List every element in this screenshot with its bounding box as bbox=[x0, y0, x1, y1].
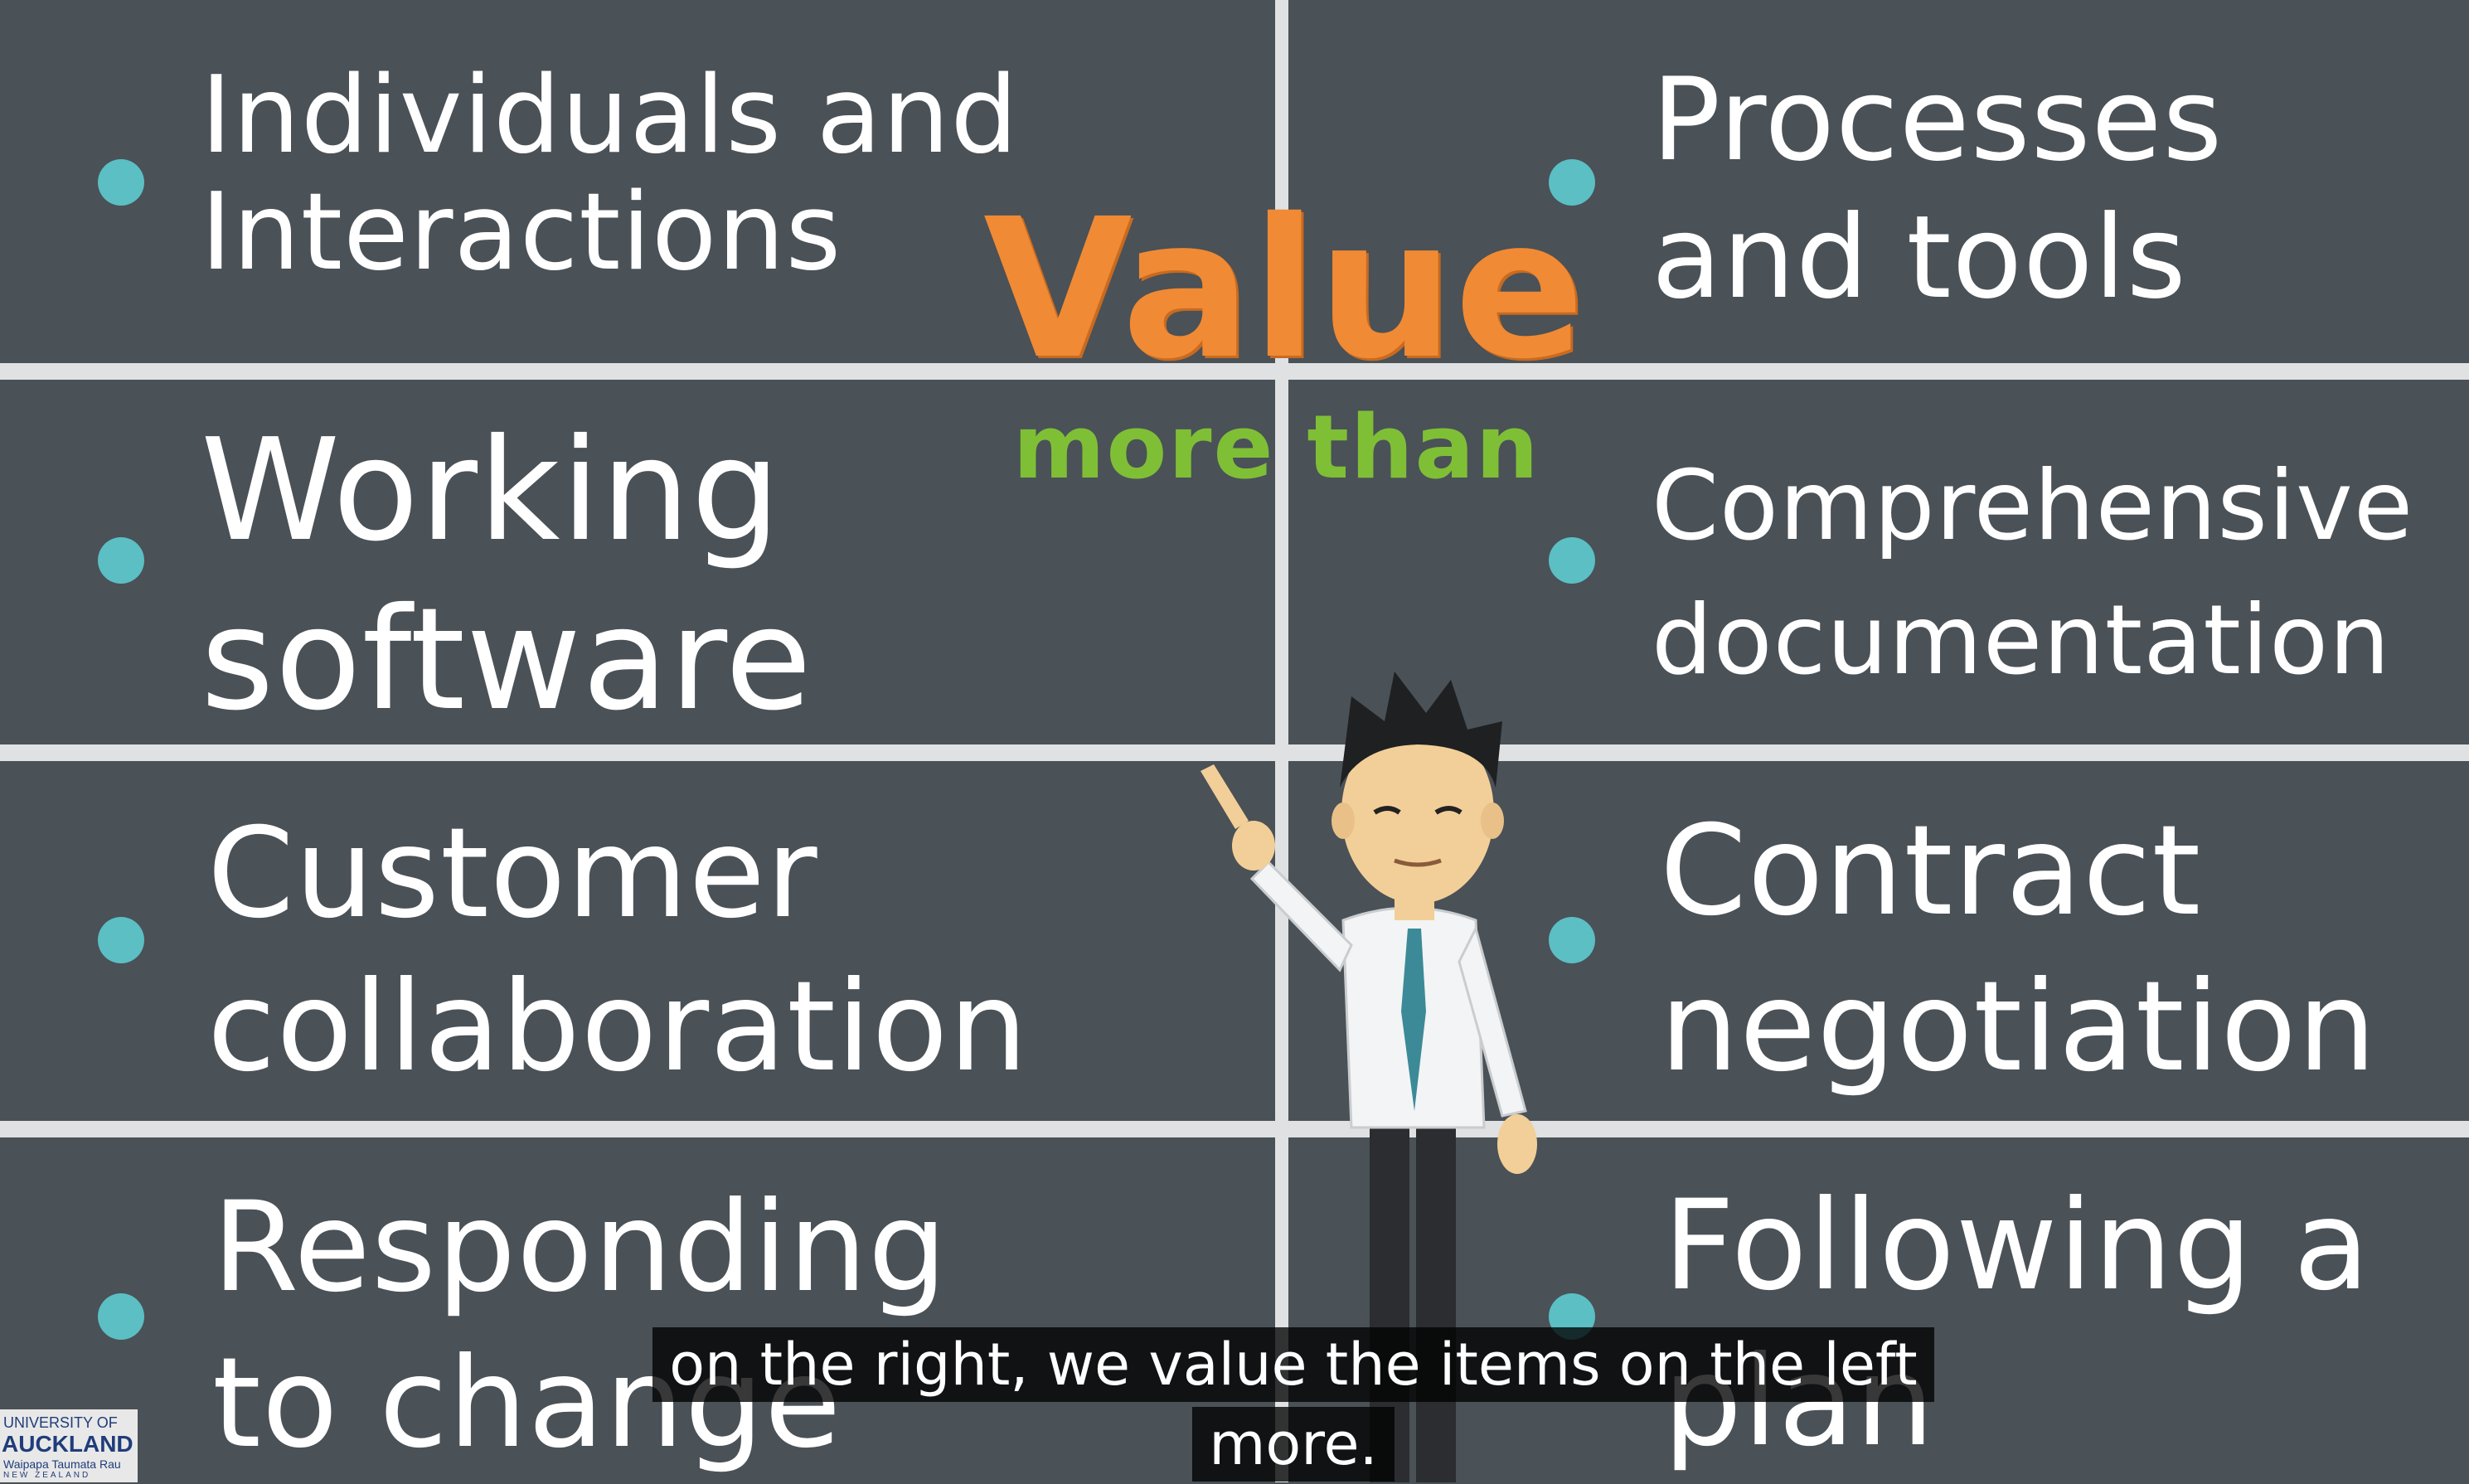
row-divider-2 bbox=[0, 744, 2469, 761]
bullet-dot-icon bbox=[98, 917, 144, 963]
left-item-customer-line2: collaboration bbox=[207, 954, 1029, 1099]
left-item-working-line2: software bbox=[201, 578, 813, 742]
bullet-dot-icon bbox=[98, 1293, 144, 1340]
left-item-individuals-line2: Interactions bbox=[201, 170, 842, 294]
subtitle-line2: more. bbox=[1192, 1407, 1395, 1482]
right-item-processes-line2: and tools bbox=[1652, 190, 2187, 324]
left-item-responding-line1: Responding bbox=[212, 1176, 948, 1320]
logo-line4: NEW ZEALAND bbox=[3, 1471, 91, 1480]
bullet-dot-icon bbox=[1549, 537, 1595, 584]
right-item-processes-and-tools: Processes and tools bbox=[1652, 51, 2398, 326]
right-item-processes-line1: Processes bbox=[1652, 53, 2224, 187]
subtitle-line1: on the right, we value the items on the … bbox=[652, 1327, 1934, 1402]
right-item-plan-line1: Following a bbox=[1663, 1174, 2371, 1318]
logo-line3: Waipapa Taumata Rau bbox=[3, 1457, 121, 1471]
logo-line1: UNIVERSITY OF bbox=[3, 1414, 118, 1431]
businessman-pointing-icon bbox=[1201, 672, 1537, 1482]
left-item-individuals: Individuals and Interactions bbox=[201, 54, 1030, 294]
value-heading: Value bbox=[983, 177, 1585, 401]
row-divider-3 bbox=[0, 1121, 2469, 1137]
bullet-dot-icon bbox=[98, 159, 144, 206]
university-logo: UNIVERSITY OF AUCKLAND Waipapa Taumata R… bbox=[0, 1409, 138, 1482]
logo-line2: AUCKLAND bbox=[2, 1431, 133, 1457]
bullet-dot-icon bbox=[1549, 917, 1595, 963]
left-item-individuals-line1: Individuals and bbox=[201, 54, 1019, 177]
left-item-customer-line1: Customer bbox=[207, 802, 818, 946]
right-item-documentation-line1: Comprehensive bbox=[1652, 450, 2414, 562]
row-divider-1 bbox=[0, 363, 2469, 380]
left-item-working-software: Working software bbox=[201, 406, 1113, 744]
right-item-comprehensive-documentation: Comprehensive documentation bbox=[1652, 439, 2447, 709]
bullet-dot-icon bbox=[1549, 159, 1595, 206]
more-than-label: more than bbox=[1013, 396, 1540, 498]
bullet-dot-icon bbox=[98, 537, 144, 584]
video-subtitle: on the right, we value the items on the … bbox=[647, 1325, 1940, 1484]
right-item-documentation-line2: documentation bbox=[1652, 584, 2391, 697]
right-item-contract-negotiation: Contract negotiation bbox=[1660, 794, 2456, 1105]
right-item-contract-line2: negotiation bbox=[1660, 954, 2378, 1099]
left-item-customer-collaboration: Customer collaboration bbox=[207, 798, 1202, 1103]
right-item-contract-line1: Contract bbox=[1660, 799, 2202, 943]
left-item-working-line1: Working bbox=[201, 409, 782, 573]
column-divider bbox=[1275, 0, 1288, 1482]
